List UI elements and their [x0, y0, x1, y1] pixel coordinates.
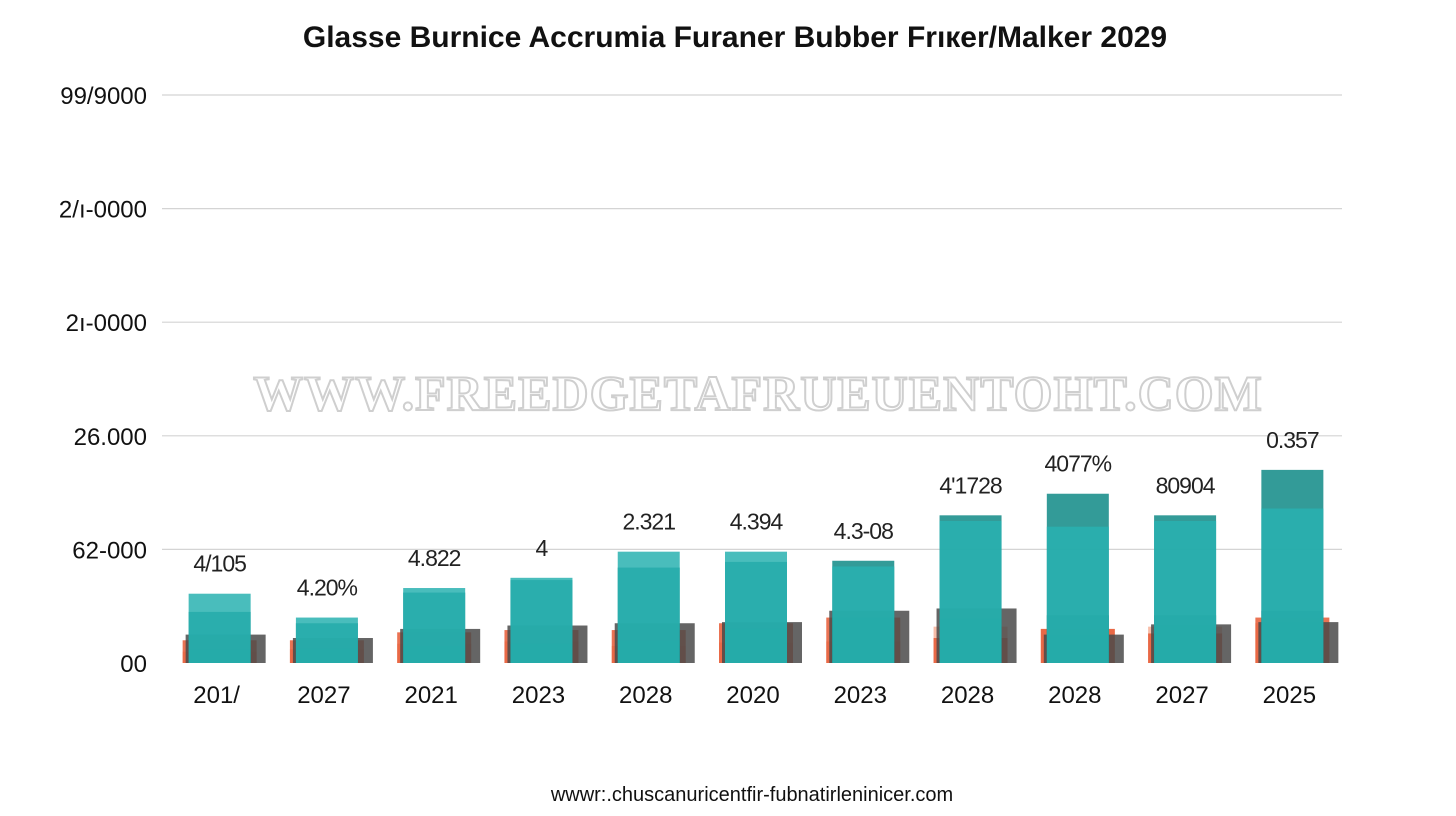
bar-s5-c0: [188, 593, 251, 663]
grid-lines: [162, 94, 1342, 551]
bar-s5-c3: [510, 577, 573, 663]
y-axis: 00 62-000 26.000 2ı-0000 2/ı-0000 99/9000: [59, 83, 147, 678]
bar-s5-c1: [295, 617, 358, 663]
data-label: 4'1728: [939, 472, 1002, 498]
bar-s5-c10: [1261, 508, 1324, 663]
bar-s5-c6: [832, 566, 895, 663]
y-tick-label: 99/9000: [60, 83, 147, 110]
watermark: WWW.FREEDGETAFRUEUENTOHT.COM: [253, 365, 1263, 421]
data-label: 4.3-08: [834, 518, 893, 544]
data-label: 2.321: [622, 509, 675, 535]
x-tick-label: 2027: [297, 682, 350, 709]
bars: [182, 469, 1339, 663]
x-tick-label: 2025: [1263, 682, 1316, 709]
x-tick-label: 2023: [834, 682, 887, 709]
x-tick-label: 2021: [404, 682, 457, 709]
y-tick-label: 62-000: [72, 537, 147, 564]
x-tick-label: 2028: [1048, 682, 1101, 709]
x-axis: 201/2027 2021 2023 2028 2020 2023 2028 2028 2027…: [193, 682, 1316, 709]
x-tick-label: 2027: [1155, 682, 1208, 709]
data-label: 80904: [1156, 472, 1216, 498]
x-tick-label: 2028: [619, 682, 672, 709]
bar-s5-c2: [403, 588, 466, 663]
data-label: 4/105: [193, 551, 246, 577]
bar-s5-c9: [1154, 521, 1217, 663]
source-text: wwwr:.chuscanuricentfir-fubnatirleninice…: [550, 784, 953, 806]
x-tick-label: 2020: [726, 682, 779, 709]
x-tick-label: 2028: [941, 682, 994, 709]
bar-s5-c8: [1046, 526, 1109, 663]
data-label: 4.20%: [297, 575, 358, 601]
y-tick-label: 26.000: [74, 424, 147, 451]
data-label: 4.822: [408, 545, 461, 571]
data-label: 4077%: [1045, 451, 1112, 477]
bar-s5-c5: [725, 551, 787, 663]
bar-s5-c7: [939, 521, 1002, 663]
data-label: 0.357: [1266, 427, 1319, 453]
data-labels: 4/105 4.20% 4.822 4 2.321 4.394 4.3-08 4'1728 40…: [193, 427, 1319, 601]
x-tick-label: 201/: [193, 682, 240, 709]
chart-title: Glasse Burnice Accrumia Furaner Bubber F…: [303, 21, 1167, 54]
x-tick-label: 2023: [512, 682, 565, 709]
bar-s5-c4: [617, 551, 680, 663]
y-tick-label: 2/ı-0000: [59, 197, 147, 224]
data-label: 4.394: [730, 509, 784, 535]
y-tick-label: 00: [120, 651, 147, 678]
data-label: 4: [536, 535, 549, 561]
y-tick-label: 2ı-0000: [66, 310, 147, 337]
